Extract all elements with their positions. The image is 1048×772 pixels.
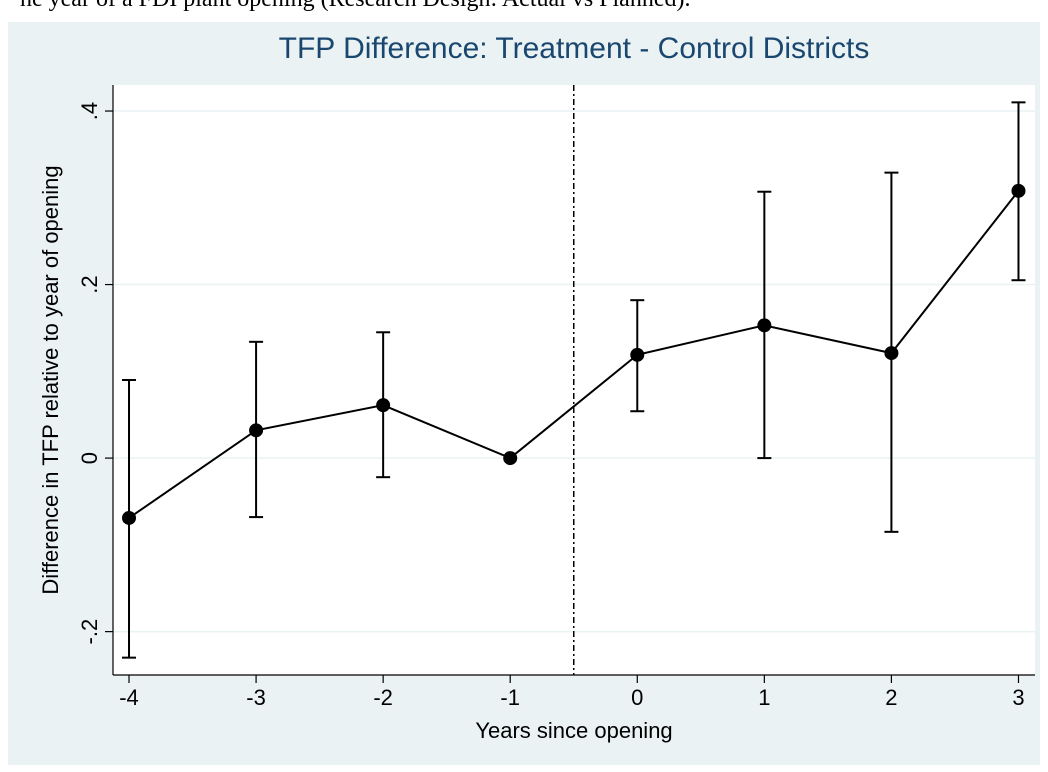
series-line (128, 190, 1020, 519)
x-tick-label: 1 (758, 685, 770, 710)
x-tick-label: -3 (246, 685, 266, 710)
y-axis-label: Difference in TFP relative to year of op… (38, 165, 63, 594)
y-tick-label: .2 (77, 275, 102, 293)
x-axis-label: Years since opening (475, 718, 672, 743)
point (249, 423, 264, 438)
x-tick-label: 0 (631, 685, 643, 710)
point (376, 398, 391, 413)
x-tick-label: -1 (500, 685, 520, 710)
x-tick-label: 2 (885, 685, 897, 710)
y-tick-label: -.2 (77, 619, 102, 645)
chart-title: TFP Difference: Treatment - Control Dist… (279, 32, 870, 65)
caption: he year of a FDI plant opening (Research… (20, 0, 690, 12)
point (1011, 183, 1026, 198)
x-tick-label: -4 (119, 685, 139, 710)
x-tick-label: 3 (1012, 685, 1024, 710)
point (503, 451, 518, 466)
y-tick-label: 0 (77, 452, 102, 464)
point (630, 347, 645, 362)
x-tick-label: -2 (373, 685, 393, 710)
point (122, 510, 137, 525)
point (757, 318, 772, 333)
point (884, 346, 899, 361)
y-tick-label: .4 (77, 102, 102, 120)
